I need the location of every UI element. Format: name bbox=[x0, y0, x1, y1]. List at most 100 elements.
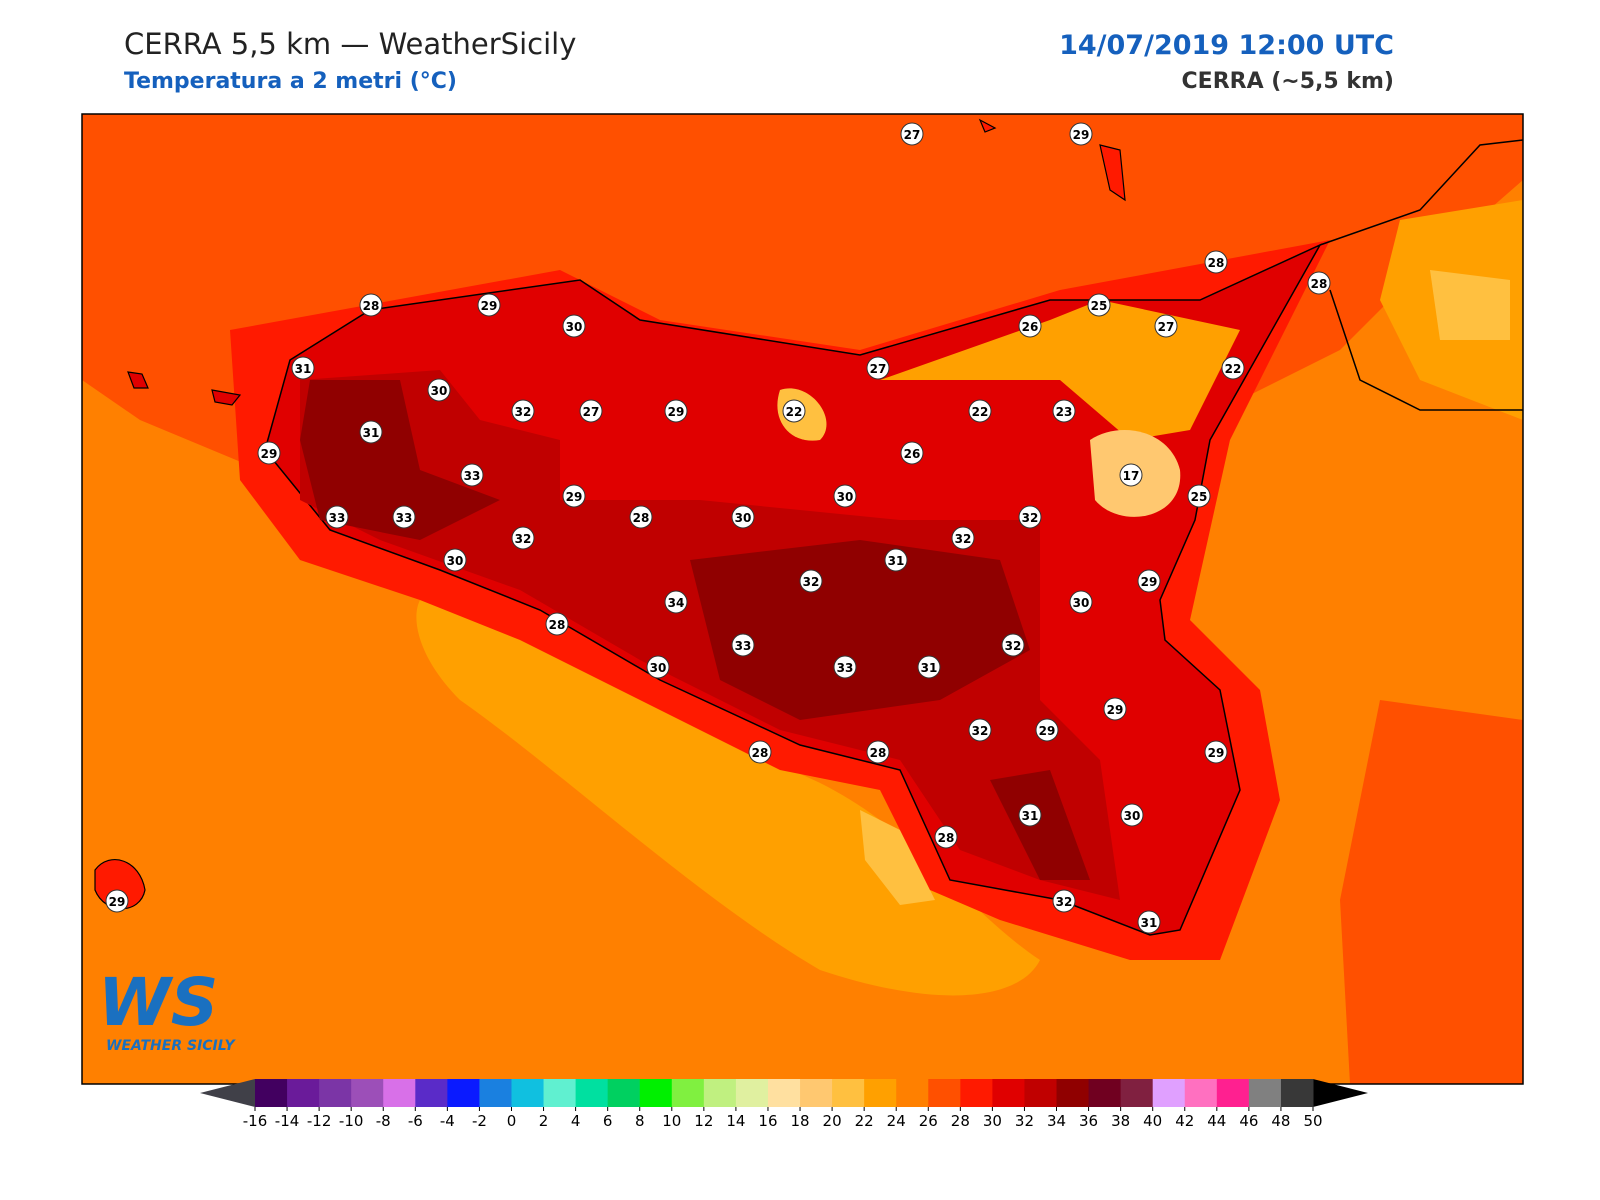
station: 17 bbox=[1119, 463, 1143, 487]
station-marker bbox=[477, 293, 501, 317]
colorbar-tick-label: 48 bbox=[1271, 1112, 1290, 1130]
station: 30 bbox=[731, 505, 755, 529]
colorbar-tick-label: -10 bbox=[339, 1112, 364, 1130]
station-marker bbox=[1137, 569, 1161, 593]
colorbar-bin bbox=[383, 1079, 416, 1107]
station-value: 28 bbox=[1208, 256, 1225, 270]
station-marker bbox=[443, 548, 467, 572]
colorbar-bin bbox=[255, 1079, 288, 1107]
station-value: 28 bbox=[870, 746, 887, 760]
colorbar-bin bbox=[928, 1079, 961, 1107]
station-value: 30 bbox=[650, 661, 667, 675]
datetime: 14/07/2019 12:00 UTC bbox=[1059, 30, 1394, 61]
station-value: 29 bbox=[566, 490, 583, 504]
station: 31 bbox=[1137, 910, 1161, 934]
station-marker bbox=[968, 718, 992, 742]
station: 27 bbox=[866, 356, 890, 380]
station-value: 32 bbox=[803, 575, 820, 589]
station-value: 28 bbox=[633, 511, 650, 525]
station-value: 29 bbox=[1208, 746, 1225, 760]
colorbar-bin bbox=[1120, 1079, 1154, 1107]
station-marker bbox=[1069, 122, 1093, 146]
station: 31 bbox=[359, 420, 383, 444]
station: 32 bbox=[1001, 633, 1025, 657]
station-marker bbox=[934, 825, 958, 849]
station-marker bbox=[1087, 293, 1111, 317]
station: 29 bbox=[562, 484, 586, 508]
station: 31 bbox=[884, 548, 908, 572]
colorbar-tick-label: 8 bbox=[635, 1112, 645, 1130]
station: 30 bbox=[1069, 590, 1093, 614]
station-marker bbox=[1120, 803, 1144, 827]
station-marker bbox=[951, 526, 975, 550]
station: 32 bbox=[511, 526, 535, 550]
station: 31 bbox=[291, 356, 315, 380]
colorbar-bin bbox=[447, 1079, 480, 1107]
station-value: 33 bbox=[329, 511, 346, 525]
colorbar-bin bbox=[479, 1079, 512, 1107]
colorbar-tick-label: -14 bbox=[275, 1112, 300, 1130]
subtitle: Temperatura a 2 metri (°C) bbox=[124, 69, 457, 94]
station-marker bbox=[917, 655, 941, 679]
colorbar-tick-label: 46 bbox=[1239, 1112, 1258, 1130]
station: 28 bbox=[866, 740, 890, 764]
station-value: 32 bbox=[1005, 639, 1022, 653]
station-marker bbox=[1204, 250, 1228, 274]
colorbar-tick-label: -2 bbox=[472, 1112, 487, 1130]
colorbar-bin bbox=[1184, 1079, 1218, 1107]
station-value: 22 bbox=[786, 405, 803, 419]
station-marker bbox=[427, 378, 451, 402]
colorbar-tick-label: 34 bbox=[1047, 1112, 1066, 1130]
station: 29 bbox=[1103, 697, 1127, 721]
colorbar-tick-label: -6 bbox=[408, 1112, 423, 1130]
station-marker bbox=[900, 122, 924, 146]
station: 22 bbox=[1221, 356, 1245, 380]
station-value: 30 bbox=[1073, 596, 1090, 610]
station: 33 bbox=[325, 505, 349, 529]
station-value: 32 bbox=[1022, 511, 1039, 525]
station-marker bbox=[1221, 356, 1245, 380]
logo: WS WEATHER SICILY bbox=[98, 964, 237, 1054]
station-value: 29 bbox=[1107, 703, 1124, 717]
colorbar-bin bbox=[703, 1079, 737, 1107]
station: 22 bbox=[782, 399, 806, 423]
station: 30 bbox=[427, 378, 451, 402]
station-value: 28 bbox=[363, 299, 380, 313]
station-value: 31 bbox=[363, 426, 380, 440]
station-value: 22 bbox=[972, 405, 989, 419]
station-marker bbox=[325, 505, 349, 529]
station-marker bbox=[1018, 505, 1042, 529]
station-value: 30 bbox=[1124, 809, 1141, 823]
station-marker bbox=[1052, 889, 1076, 913]
stations: 27 29 28 28 28 29 30 25 26 27 31 30 27 22 32 27 29 22 22 23… bbox=[105, 122, 1331, 934]
colorbar-bin bbox=[319, 1079, 352, 1107]
colorbar-bin bbox=[735, 1079, 769, 1107]
colorbar-tick-label: 36 bbox=[1079, 1112, 1098, 1130]
colorbar-bin bbox=[1056, 1079, 1090, 1107]
station-value: 31 bbox=[888, 554, 905, 568]
colorbar-bin bbox=[415, 1079, 448, 1107]
station-marker bbox=[579, 399, 603, 423]
colorbar-tick-label: -8 bbox=[376, 1112, 391, 1130]
colorbar-bin bbox=[607, 1079, 641, 1107]
colorbar-bin bbox=[639, 1079, 673, 1107]
station: 29 bbox=[1204, 740, 1228, 764]
station: 32 bbox=[799, 569, 823, 593]
logo-mark: WS bbox=[98, 964, 218, 1041]
colorbar-tick-label: 44 bbox=[1207, 1112, 1226, 1130]
station-marker bbox=[511, 526, 535, 550]
station-marker bbox=[866, 740, 890, 764]
station-value: 22 bbox=[1225, 362, 1242, 376]
colorbar-bin bbox=[1088, 1079, 1122, 1107]
colorbar-tick-label: 26 bbox=[919, 1112, 938, 1130]
colorbar-tick-label: -4 bbox=[440, 1112, 455, 1130]
station: 27 bbox=[900, 122, 924, 146]
colorbar-tick-label: 16 bbox=[758, 1112, 777, 1130]
station-value: 34 bbox=[668, 596, 685, 610]
colorbar-bin bbox=[511, 1079, 545, 1107]
station-value: 28 bbox=[938, 831, 955, 845]
logo-text: WEATHER SICILY bbox=[106, 1038, 237, 1054]
station-marker bbox=[392, 505, 416, 529]
